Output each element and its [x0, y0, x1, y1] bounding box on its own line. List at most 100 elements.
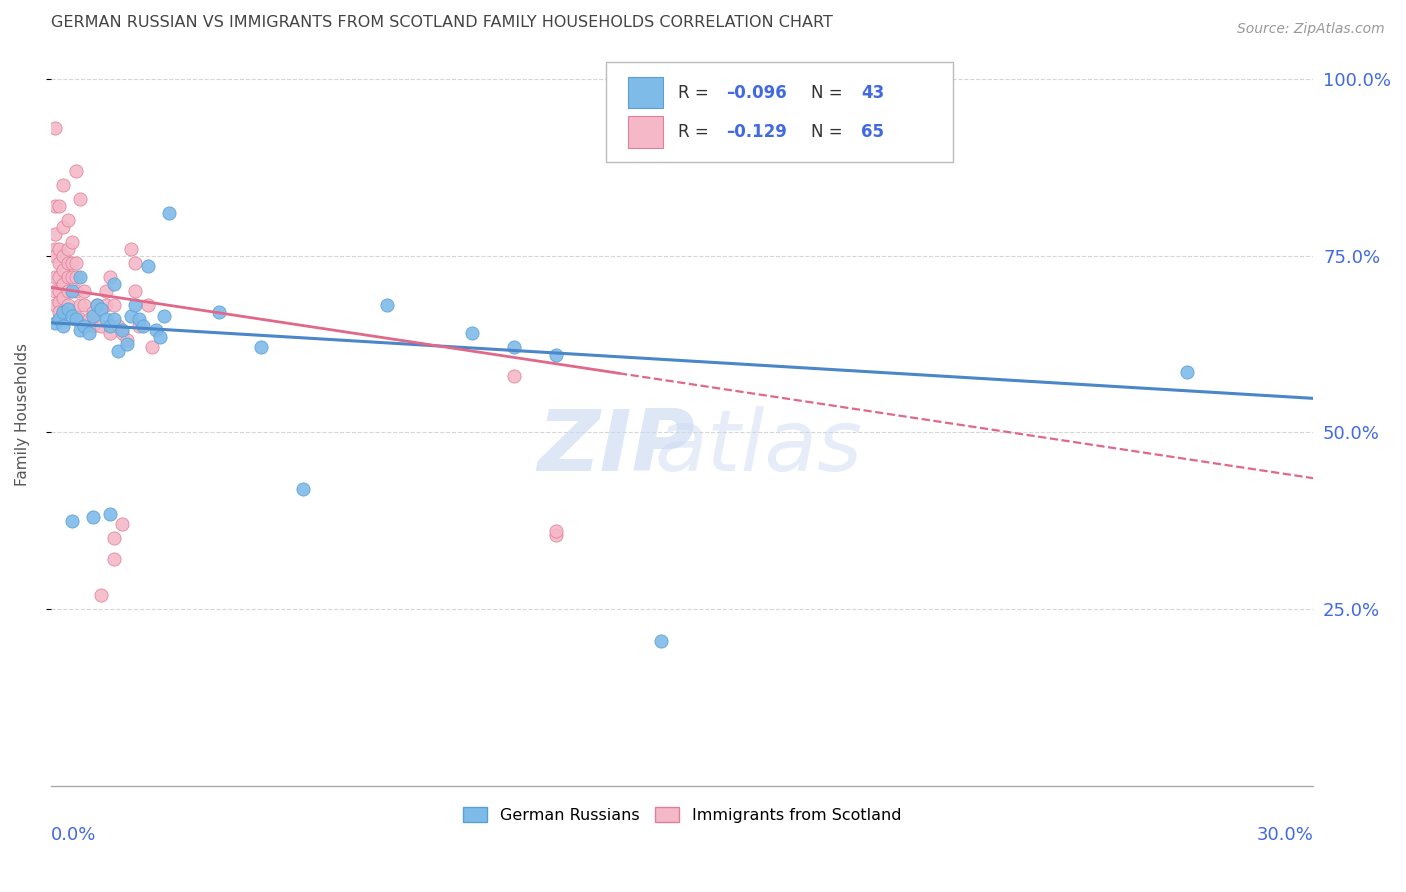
Point: [502, 368, 524, 383]
Point: [103, 531, 125, 545]
Point: [103, 298, 125, 312]
Point: [82, 309, 104, 323]
Point: [44, 227, 66, 242]
Point: [69, 312, 91, 326]
Point: [90, 588, 112, 602]
Point: [120, 309, 142, 323]
Text: R =: R =: [678, 123, 714, 141]
Point: [60, 309, 83, 323]
Point: [48, 256, 70, 270]
Point: [136, 298, 159, 312]
Point: [52, 249, 75, 263]
Point: [48, 294, 70, 309]
Point: [60, 235, 83, 249]
Point: [292, 482, 315, 496]
Point: [94, 284, 117, 298]
Point: [48, 284, 70, 298]
Point: [98, 507, 121, 521]
Point: [103, 277, 125, 291]
Point: [60, 269, 83, 284]
Point: [52, 220, 75, 235]
Point: [132, 319, 155, 334]
Point: [44, 242, 66, 256]
Point: [48, 312, 70, 326]
Text: –0.096: –0.096: [727, 84, 787, 102]
Point: [377, 298, 399, 312]
Point: [141, 341, 163, 355]
Point: [111, 517, 134, 532]
Text: ZIP: ZIP: [537, 407, 695, 490]
Text: N =: N =: [811, 123, 848, 141]
Point: [52, 305, 75, 319]
Point: [98, 269, 121, 284]
Point: [94, 312, 117, 326]
Point: [56, 269, 79, 284]
Point: [60, 256, 83, 270]
Y-axis label: Family Households: Family Households: [15, 343, 30, 486]
Point: [153, 309, 176, 323]
Point: [44, 298, 66, 312]
Point: [73, 284, 96, 298]
Point: [73, 298, 96, 312]
Point: [60, 284, 83, 298]
Point: [52, 319, 75, 334]
Point: [48, 199, 70, 213]
Point: [48, 305, 70, 319]
Point: [98, 326, 121, 341]
Point: [111, 326, 134, 341]
Point: [44, 121, 66, 136]
Bar: [627, 77, 664, 108]
Point: [77, 326, 100, 341]
Point: [44, 269, 66, 284]
Point: [124, 256, 146, 270]
Point: [44, 284, 66, 298]
Point: [65, 164, 87, 178]
Point: [157, 206, 180, 220]
Point: [128, 319, 150, 334]
Point: [65, 312, 87, 326]
Point: [48, 269, 70, 284]
Point: [250, 341, 273, 355]
Point: [56, 301, 79, 316]
Point: [145, 323, 167, 337]
Bar: [627, 116, 664, 147]
Point: [115, 337, 138, 351]
Point: [1175, 365, 1198, 379]
Point: [82, 305, 104, 319]
Point: [52, 178, 75, 192]
Point: [115, 334, 138, 348]
Point: [82, 319, 104, 334]
Point: [149, 330, 172, 344]
Legend: German Russians, Immigrants from Scotland: German Russians, Immigrants from Scotlan…: [457, 801, 908, 830]
Point: [56, 298, 79, 312]
Point: [94, 298, 117, 312]
Point: [44, 316, 66, 330]
Point: [48, 242, 70, 256]
Point: [650, 633, 672, 648]
Point: [60, 514, 83, 528]
Point: [73, 319, 96, 334]
Point: [103, 312, 125, 326]
Text: 43: 43: [862, 84, 884, 102]
Text: 65: 65: [862, 123, 884, 141]
Point: [56, 256, 79, 270]
Point: [44, 199, 66, 213]
Point: [136, 259, 159, 273]
Point: [128, 312, 150, 326]
Point: [90, 319, 112, 334]
Point: [111, 323, 134, 337]
Point: [52, 262, 75, 277]
Point: [56, 213, 79, 227]
Text: atlas: atlas: [654, 407, 862, 490]
Point: [65, 269, 87, 284]
Point: [103, 552, 125, 566]
Point: [107, 344, 129, 359]
Point: [98, 319, 121, 334]
Point: [502, 341, 524, 355]
Point: [69, 323, 91, 337]
Point: [124, 298, 146, 312]
Point: [86, 298, 108, 312]
Point: [65, 256, 87, 270]
Point: [56, 242, 79, 256]
Point: [44, 249, 66, 263]
